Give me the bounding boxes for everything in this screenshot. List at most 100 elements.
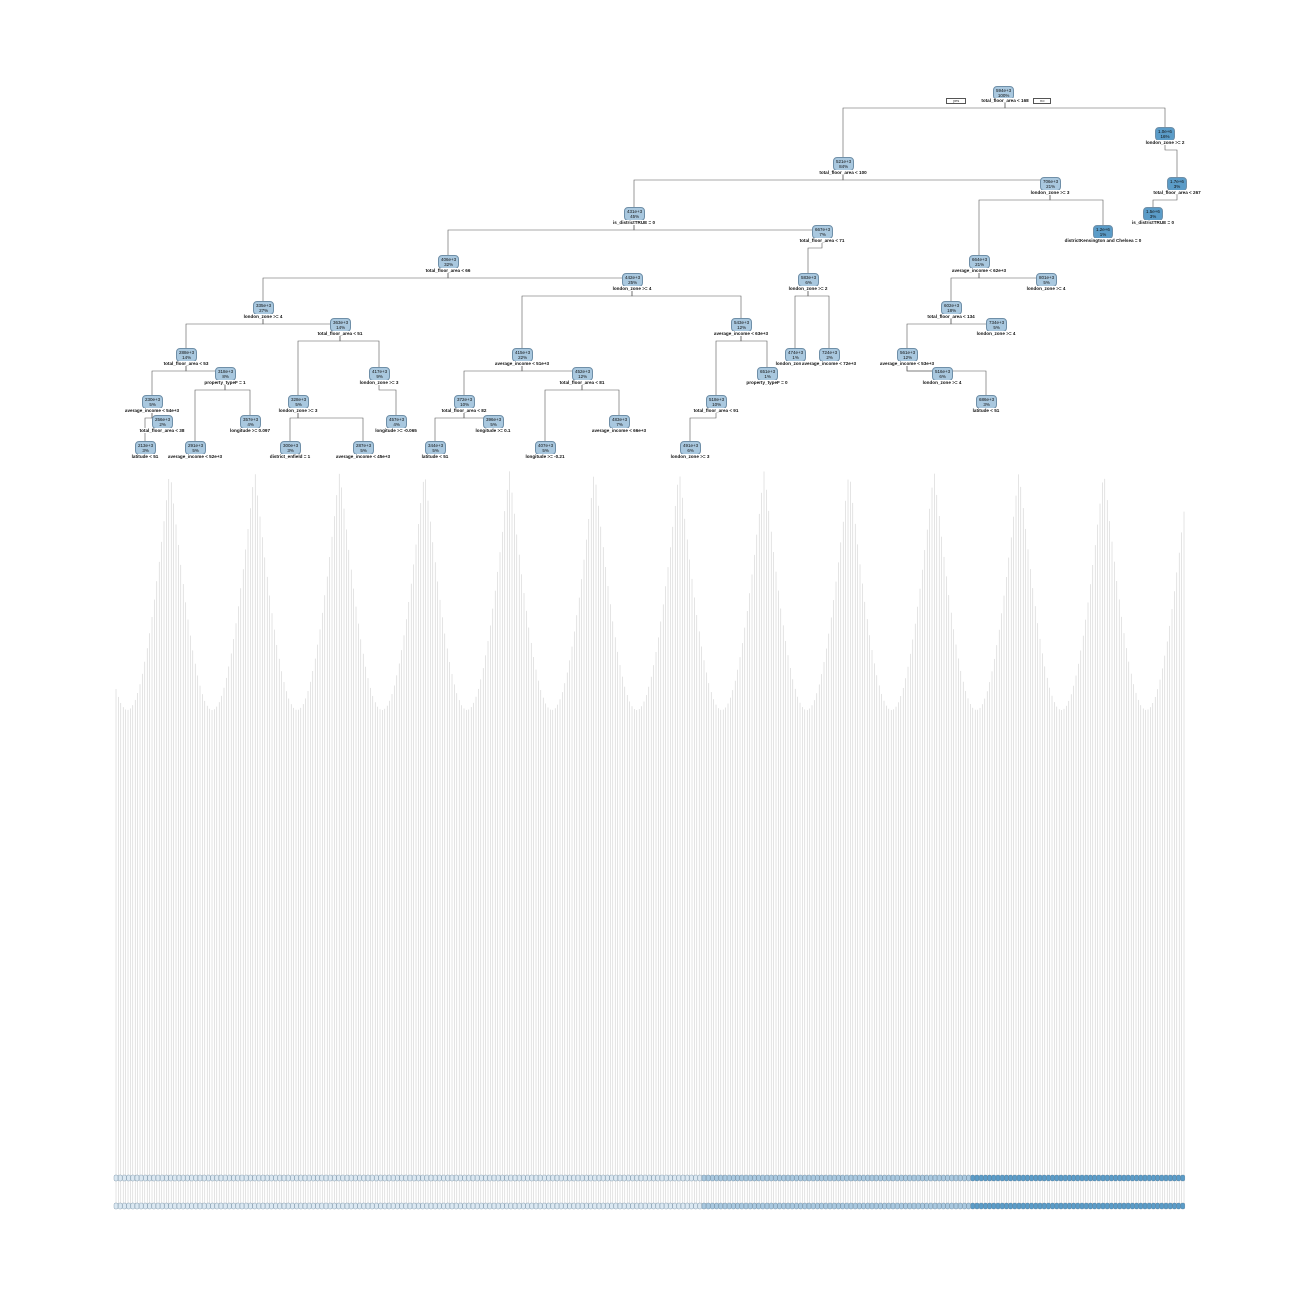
leaf-node	[668, 1202, 673, 1210]
leaf-node	[1113, 1174, 1118, 1182]
leaf-node	[731, 1174, 736, 1182]
leaf-node	[370, 1202, 375, 1210]
leaf-node	[718, 1202, 723, 1210]
leaf-node	[349, 1202, 354, 1210]
node-value: 518e+3	[709, 397, 725, 402]
leaf-node	[382, 1174, 387, 1182]
root-split-label: total_floor_area < 168	[980, 98, 1030, 103]
leaf-node	[874, 1202, 879, 1210]
leaf-node	[882, 1174, 887, 1182]
tree-node: 452e+3 12%	[572, 367, 594, 381]
tree-node: 406e+3 32%	[438, 255, 460, 269]
leaf-node	[445, 1174, 450, 1182]
tree-node: 287e+3 5%	[353, 441, 375, 455]
leaf-node	[756, 1174, 761, 1182]
leaf-node	[113, 1174, 119, 1182]
node-pct: 5%	[490, 422, 497, 427]
leaf-node	[848, 1202, 854, 1210]
node-value: 328e+3	[291, 397, 307, 402]
leaf-connector-lines	[115, 471, 1185, 1206]
leaf-node	[622, 1174, 627, 1182]
node-split-label: latitude < 51	[420, 454, 450, 459]
leaf-node	[206, 1202, 211, 1210]
tree-edge	[297, 412, 364, 446]
tree-node: 543e+3 12%	[731, 318, 753, 332]
node-value: 335e+3	[256, 303, 272, 308]
leaf-node	[1046, 1202, 1051, 1210]
leaf-node	[130, 1174, 135, 1182]
tree-node: 667e+3 7%	[812, 225, 834, 239]
leaf-node	[357, 1174, 362, 1182]
leaf-node	[802, 1202, 807, 1210]
leaf-node	[874, 1174, 879, 1182]
tree-node: 1.7e+6 3%	[1167, 177, 1187, 191]
leaf-node	[550, 1174, 555, 1182]
leaf-node	[475, 1202, 480, 1210]
tree-edge	[581, 384, 620, 420]
tree-edge	[521, 290, 633, 353]
leaf-node	[773, 1174, 778, 1182]
node-pct: 21%	[1046, 184, 1056, 189]
tree-node: 734e+3 5%	[986, 318, 1008, 332]
leaf-node	[1142, 1202, 1148, 1210]
leaf-node	[937, 1202, 942, 1210]
leaf-node	[735, 1174, 740, 1182]
leaf-node	[878, 1174, 883, 1182]
leaf-node	[353, 1202, 358, 1210]
leaf-node	[164, 1202, 169, 1210]
node-split-label: property_typeF = 1	[203, 380, 247, 385]
leaf-node	[223, 1174, 228, 1182]
leaf-node	[122, 1174, 127, 1182]
tree-edge	[1152, 194, 1178, 212]
leaf-node	[995, 1174, 1001, 1182]
leaf-node	[1058, 1202, 1064, 1210]
leaf-node	[521, 1174, 526, 1182]
leaf-node	[911, 1174, 917, 1182]
leaf-node	[575, 1174, 581, 1182]
leaf-node	[886, 1202, 891, 1210]
node-value: 1.5e+6	[1146, 209, 1160, 214]
leaf-node	[634, 1174, 639, 1182]
leaf-node	[328, 1174, 333, 1182]
leaf-node	[1016, 1174, 1022, 1182]
leaf-node	[491, 1174, 497, 1182]
leaf-node	[764, 1202, 770, 1210]
leaf-node	[248, 1174, 253, 1182]
tree-edge	[740, 335, 768, 372]
node-value: 300e+3	[283, 443, 299, 448]
leaf-node	[155, 1174, 161, 1182]
tree-edge	[194, 384, 226, 446]
leaf-node	[231, 1174, 236, 1182]
leaf-node	[403, 1202, 408, 1210]
node-split-label: total_floor_area < 81	[558, 380, 606, 385]
leaf-node	[924, 1174, 929, 1182]
leaf-node	[567, 1174, 572, 1182]
leaf-node	[496, 1174, 501, 1182]
leaf-node	[244, 1174, 249, 1182]
tree-edge	[715, 335, 742, 400]
leaf-node	[281, 1202, 287, 1210]
node-pct: 5%	[192, 448, 199, 453]
leaf-node	[853, 1202, 858, 1210]
leaf-node	[1071, 1174, 1076, 1182]
leaf-node	[420, 1174, 425, 1182]
leaf-node	[815, 1174, 820, 1182]
node-split-label: average_income < 72e+3	[800, 361, 858, 366]
leaf-node	[470, 1202, 476, 1210]
node-value: 474e+3	[788, 350, 804, 355]
leaf-node	[554, 1202, 560, 1210]
tree-node: 288e+3 14%	[176, 348, 198, 362]
leaf-node	[760, 1202, 765, 1210]
leaf-node	[823, 1174, 828, 1182]
node-split-label: total_floor_area < 71	[798, 238, 846, 243]
leaf-node	[886, 1174, 891, 1182]
leaf-node	[294, 1174, 299, 1182]
leaf-node	[580, 1174, 585, 1182]
leaf-node	[1134, 1202, 1139, 1210]
leaf-node	[458, 1174, 463, 1182]
node-pct: 3%	[1149, 214, 1157, 219]
leaf-node	[769, 1174, 774, 1182]
node-value: 801e+3	[1039, 275, 1055, 280]
node-split-label: total_floor_area < 53	[162, 361, 210, 366]
leaf-node	[416, 1202, 421, 1210]
